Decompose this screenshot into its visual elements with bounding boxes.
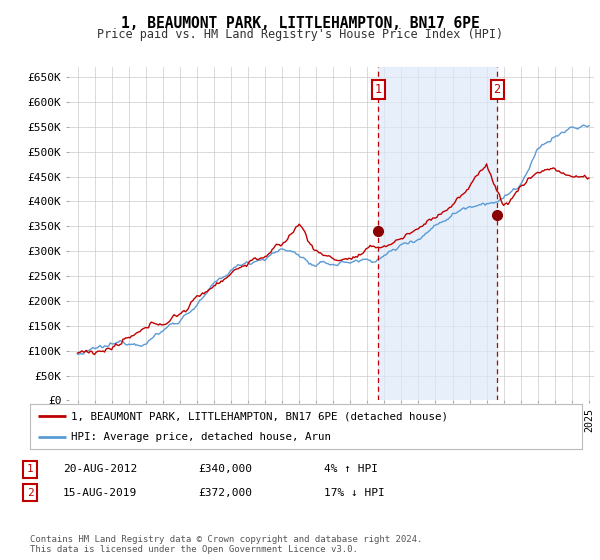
Text: 2: 2: [494, 83, 501, 96]
Text: £340,000: £340,000: [198, 464, 252, 474]
Text: Contains HM Land Registry data © Crown copyright and database right 2024.
This d: Contains HM Land Registry data © Crown c…: [30, 535, 422, 554]
Text: 1: 1: [26, 464, 34, 474]
Text: 2: 2: [26, 488, 34, 498]
Text: 15-AUG-2019: 15-AUG-2019: [63, 488, 137, 498]
Text: 4% ↑ HPI: 4% ↑ HPI: [324, 464, 378, 474]
Text: Price paid vs. HM Land Registry's House Price Index (HPI): Price paid vs. HM Land Registry's House …: [97, 28, 503, 41]
Text: 17% ↓ HPI: 17% ↓ HPI: [324, 488, 385, 498]
Bar: [378, 67, 497, 400]
Text: 1, BEAUMONT PARK, LITTLEHAMPTON, BN17 6PE: 1, BEAUMONT PARK, LITTLEHAMPTON, BN17 6P…: [121, 16, 479, 31]
Text: 20-AUG-2012: 20-AUG-2012: [63, 464, 137, 474]
Text: 1, BEAUMONT PARK, LITTLEHAMPTON, BN17 6PE (detached house): 1, BEAUMONT PARK, LITTLEHAMPTON, BN17 6P…: [71, 412, 448, 422]
Text: £372,000: £372,000: [198, 488, 252, 498]
Text: 1: 1: [374, 83, 382, 96]
Text: HPI: Average price, detached house, Arun: HPI: Average price, detached house, Arun: [71, 432, 331, 442]
